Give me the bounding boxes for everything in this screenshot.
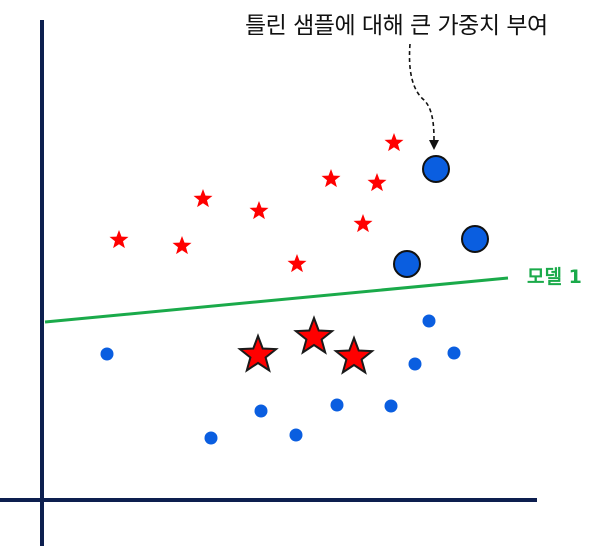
star-icon <box>321 169 341 188</box>
model-1-boundary-line <box>44 276 509 324</box>
star-icon <box>172 236 192 255</box>
circle-icon <box>422 314 436 328</box>
annotation-arrow <box>408 43 435 141</box>
circle-icon <box>384 399 398 413</box>
star-icon <box>367 173 387 192</box>
weighted-circle-icon <box>422 155 450 183</box>
annotation-text: 틀린 샘플에 대해 큰 가중치 부여 <box>245 13 548 39</box>
star-icon <box>109 230 129 249</box>
circle-icon <box>204 431 218 445</box>
circle-icon <box>100 347 114 361</box>
circle-icon <box>254 404 268 418</box>
star-icon <box>384 133 404 152</box>
weighted-star-icon <box>293 315 335 355</box>
star-icon <box>353 214 373 233</box>
circle-icon <box>408 357 422 371</box>
data-marks <box>100 133 489 445</box>
circle-icon <box>447 346 461 360</box>
weighted-star-icon <box>237 333 279 373</box>
star-icon <box>249 201 269 220</box>
arrow-head-icon <box>429 140 439 150</box>
circle-icon <box>289 428 303 442</box>
weighted-circle-icon <box>393 250 421 278</box>
circle-icon <box>330 398 344 412</box>
model-1-label: 모델 1 <box>527 266 582 288</box>
star-icon <box>193 189 213 208</box>
star-icon <box>287 254 307 273</box>
weighted-circle-icon <box>461 225 489 253</box>
weighted-star-icon <box>333 335 375 375</box>
